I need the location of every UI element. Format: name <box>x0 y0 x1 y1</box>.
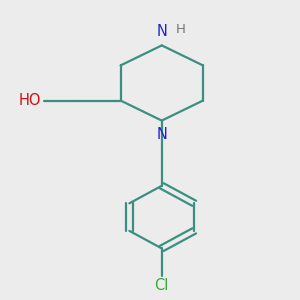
Text: HO: HO <box>19 93 41 108</box>
Text: N: N <box>156 127 167 142</box>
Text: Cl: Cl <box>154 278 169 293</box>
Text: N: N <box>156 24 167 39</box>
Text: H: H <box>176 23 186 36</box>
